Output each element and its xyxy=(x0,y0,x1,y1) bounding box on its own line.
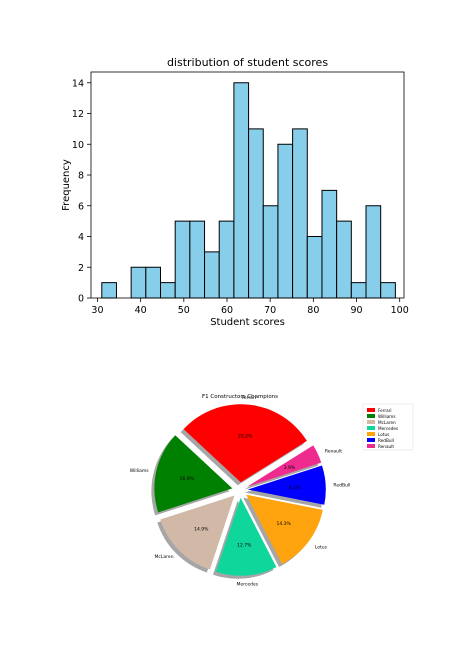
histogram-bar xyxy=(204,251,220,299)
histogram-bar xyxy=(101,282,117,299)
pie-slice-label: Mercedes xyxy=(236,581,258,587)
histogram-chart: 30 40 50 60 70 80 90 100 0 2 4 6 8 10 12 14 distribution… xyxy=(61,56,409,328)
histogram-bar xyxy=(365,205,382,299)
histogram-bar xyxy=(306,236,323,299)
legend-swatch xyxy=(367,426,375,430)
histogram-bar xyxy=(350,282,367,299)
pie-title: F1 Constructors Champions xyxy=(202,394,278,400)
x-tick-label: 80 xyxy=(307,305,319,316)
pie-percent-label: 12.7% xyxy=(237,542,252,548)
pie-slice-lotus xyxy=(246,494,323,564)
legend-swatch xyxy=(367,420,375,424)
legend-swatch xyxy=(367,408,375,412)
y-tick-label: 2 xyxy=(78,263,84,274)
histogram-bar xyxy=(189,220,206,299)
histogram-bar xyxy=(292,128,308,299)
pie-slice-label: Williams xyxy=(130,468,149,474)
y-tick-label: 0 xyxy=(78,294,84,305)
x-tick-label: 90 xyxy=(350,305,362,316)
pie-percent-label: 3.9% xyxy=(284,465,296,471)
pie-slice-redbull xyxy=(247,465,326,505)
y-tick-label: 4 xyxy=(78,232,84,243)
pie-slice-label: McLaren xyxy=(155,554,174,560)
legend-swatch xyxy=(367,438,375,442)
histogram-bar xyxy=(321,189,338,299)
pie-percent-label: 29.2% xyxy=(238,434,253,440)
legend-swatch xyxy=(367,414,375,418)
pie-legend: FerrariWilliamsMcLarenMercedesLotusRedBu… xyxy=(362,403,414,451)
plot-frame xyxy=(90,71,405,299)
histogram-bar xyxy=(145,266,162,299)
legend-entry-label: Williams xyxy=(378,414,396,419)
pie-slice-ferrari xyxy=(183,404,307,483)
x-tick-label: 60 xyxy=(221,305,233,316)
histogram-bar xyxy=(233,82,250,299)
pie-slice-label: RedBull xyxy=(333,482,350,488)
legend-entry-label: RedBull xyxy=(378,438,394,443)
pie-percent-label: 14.3% xyxy=(276,521,291,527)
legend-entry-label: Renault xyxy=(378,444,394,449)
y-tick-label: 8 xyxy=(78,171,84,182)
legend-entry-label: Ferrari xyxy=(378,408,392,413)
histogram-bar xyxy=(248,128,264,299)
chart-title: distribution of student scores xyxy=(167,56,328,69)
y-tick-label: 12 xyxy=(72,109,84,120)
y-tick-label: 10 xyxy=(72,140,84,151)
legend-entry-label: McLaren xyxy=(378,420,396,425)
histogram-bar xyxy=(218,220,235,299)
y-axis-label: Frequency xyxy=(61,159,72,211)
pie-percent-label: 16.9% xyxy=(180,476,195,482)
histogram-bar xyxy=(277,143,294,299)
pie-chart: F1 Constructors ChampionsFerrari29.2%Wil… xyxy=(130,394,414,587)
pie-slice-label: Lotus xyxy=(315,544,328,550)
x-axis-label: Student scores xyxy=(210,317,285,328)
legend-entry-label: Mercedes xyxy=(378,426,398,431)
histogram-bar xyxy=(174,220,191,299)
y-tick-label: 6 xyxy=(78,201,84,212)
x-tick-label: 70 xyxy=(264,305,276,316)
legend-swatch xyxy=(367,432,375,436)
pie-slice-williams xyxy=(154,435,233,513)
pie-slice-renault xyxy=(247,445,322,487)
legend-swatch xyxy=(367,444,375,448)
x-tick-label: 40 xyxy=(135,305,147,316)
histogram-bar xyxy=(336,220,352,299)
histogram-bar xyxy=(160,282,176,299)
histogram-bar xyxy=(130,266,147,299)
histogram-bar xyxy=(380,282,396,299)
x-tick-label: 50 xyxy=(178,305,190,316)
y-tick-label: 14 xyxy=(72,78,84,89)
pie-slice-label: Renault xyxy=(325,448,342,454)
legend-entry-label: Lotus xyxy=(378,432,389,437)
pie-percent-label: 14.9% xyxy=(194,526,209,532)
pie-percent-label: 8.1% xyxy=(289,485,301,491)
pie-slice-label: Ferrari xyxy=(242,395,257,401)
pie-slice-mercedes xyxy=(215,497,277,576)
pie-slice-mclaren xyxy=(160,495,235,570)
x-tick-label: 30 xyxy=(91,305,103,316)
histogram-bar xyxy=(262,205,279,299)
x-tick-label: 100 xyxy=(391,305,409,316)
